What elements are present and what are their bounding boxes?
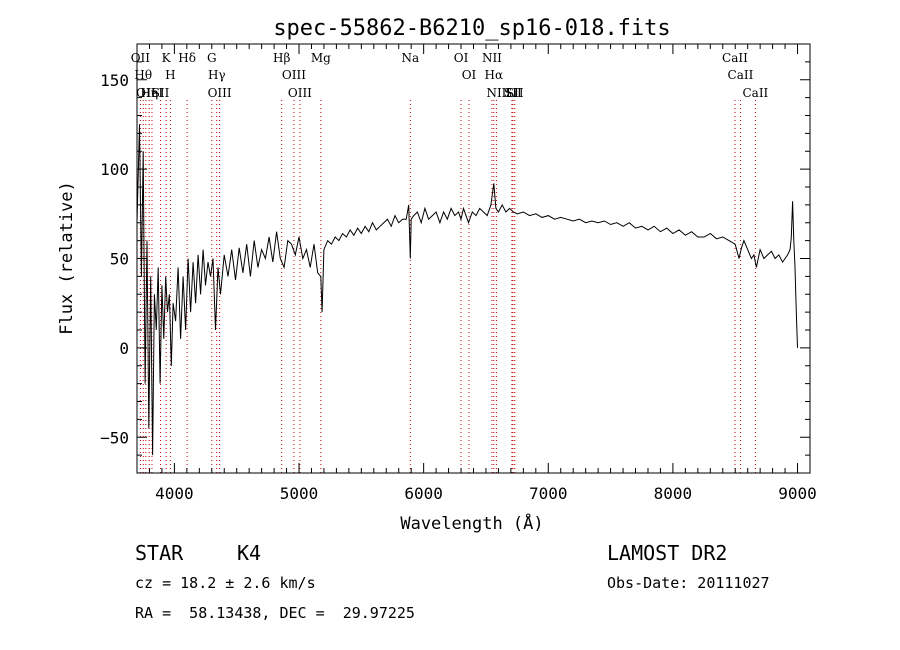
object-subclass: K4 (237, 541, 262, 565)
x-axis-label: Wavelength (Å) (400, 512, 543, 534)
line-label: CaII (742, 86, 768, 100)
line-label: Hη (140, 86, 158, 100)
x-tick-label: 9000 (778, 484, 817, 503)
line-label: OII (136, 86, 156, 100)
line-label: CaII (722, 51, 748, 65)
line-label: Hβ (273, 51, 290, 65)
x-tick-label: 6000 (404, 484, 443, 503)
line-label: Mg (311, 51, 331, 65)
line-label: K (162, 51, 172, 65)
redshift-cz: cz = 18.2 ± 2.6 km/s (135, 574, 316, 592)
line-label: NII (486, 86, 506, 100)
chart-title: spec-55862-B6210_sp16-018.fits (273, 16, 670, 41)
line-label: G (207, 51, 217, 65)
line-label: H (165, 68, 175, 82)
ra-dec-coordinates: RA = 58.13438, DEC = 29.97225 (135, 604, 415, 622)
y-tick-label: 0 (119, 339, 129, 358)
line-label: OI (454, 51, 469, 65)
line-label: OIII (282, 68, 306, 82)
line-label: Hα (485, 68, 504, 82)
line-label: Hγ (208, 68, 226, 82)
y-tick-label: −50 (100, 428, 129, 447)
line-label: Li (506, 86, 518, 100)
line-label: Hθ (134, 68, 152, 82)
axis-ticks: 4000 5000 6000 7000 8000 9000 −50 0 50 100 150 (100, 43, 817, 503)
spectral-line-markers (139, 100, 756, 473)
object-class: STAR (135, 541, 184, 565)
line-label: HeI (141, 86, 164, 100)
y-tick-label: 150 (100, 71, 129, 90)
x-tick-label: 4000 (155, 484, 194, 503)
y-axis-label: Flux (relative) (57, 181, 77, 335)
spectrum-line (136, 124, 798, 456)
y-tick-label: 100 (100, 160, 129, 179)
survey-name: LAMOST DR2 (607, 541, 728, 565)
observation-date: Obs-Date: 20111027 (607, 574, 770, 592)
line-label: OI (462, 68, 477, 82)
line-label: SII (506, 86, 524, 100)
x-tick-label: 5000 (280, 484, 319, 503)
line-label: NII (482, 51, 502, 65)
line-label: OIII (208, 86, 232, 100)
x-tick-label: 7000 (529, 484, 568, 503)
line-label: CaII (728, 68, 754, 82)
x-tick-label: 8000 (654, 484, 693, 503)
line-label: OIII (288, 86, 312, 100)
line-label: OII (131, 51, 151, 65)
line-label: Na (401, 51, 419, 65)
line-label: SII (504, 86, 522, 100)
line-label: SII (152, 86, 170, 100)
line-label: Hδ (178, 51, 196, 65)
y-tick-label: 50 (110, 250, 129, 269)
